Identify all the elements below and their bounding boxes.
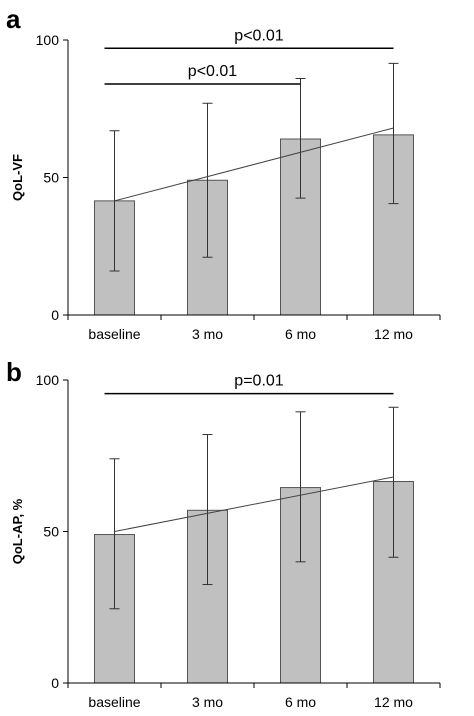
y-tick-label: 50: [43, 170, 59, 186]
panel-letter: a: [6, 4, 21, 34]
x-tick-label: baseline: [88, 326, 140, 342]
panel-letter: b: [6, 357, 22, 387]
y-tick-label: 100: [36, 372, 60, 388]
x-tick-label: baseline: [88, 694, 140, 710]
trend-line: [114, 476, 394, 532]
x-tick-label: 12 mo: [374, 694, 413, 710]
y-tick-label: 0: [51, 675, 59, 691]
panel-b: b QoL-AP, % 0 50 100 baseline 3 mo 6 mo 12 mo p=0…: [6, 357, 441, 710]
x-tick-label: 6 mo: [285, 326, 316, 342]
y-tick-label: 50: [43, 524, 59, 540]
p-value-label: p<0.01: [234, 27, 283, 44]
trend-line: [114, 127, 394, 202]
y-axis-label: QoL-AP, %: [10, 498, 25, 564]
y-axis-label: QoL-VF: [10, 154, 25, 201]
panel-a: a QoL-VF 0 50 100 baseline 3 mo 6 mo 12 mo p<0.01…: [6, 4, 441, 342]
p-value-label: p<0.01: [188, 63, 237, 80]
y-tick-label: 100: [36, 32, 60, 48]
p-value-label: p=0.01: [234, 373, 283, 390]
y-tick-label: 0: [51, 307, 59, 323]
x-tick-label: 6 mo: [285, 694, 316, 710]
x-tick-label: 12 mo: [374, 326, 413, 342]
x-tick-label: 3 mo: [192, 326, 223, 342]
x-tick-label: 3 mo: [192, 694, 223, 710]
